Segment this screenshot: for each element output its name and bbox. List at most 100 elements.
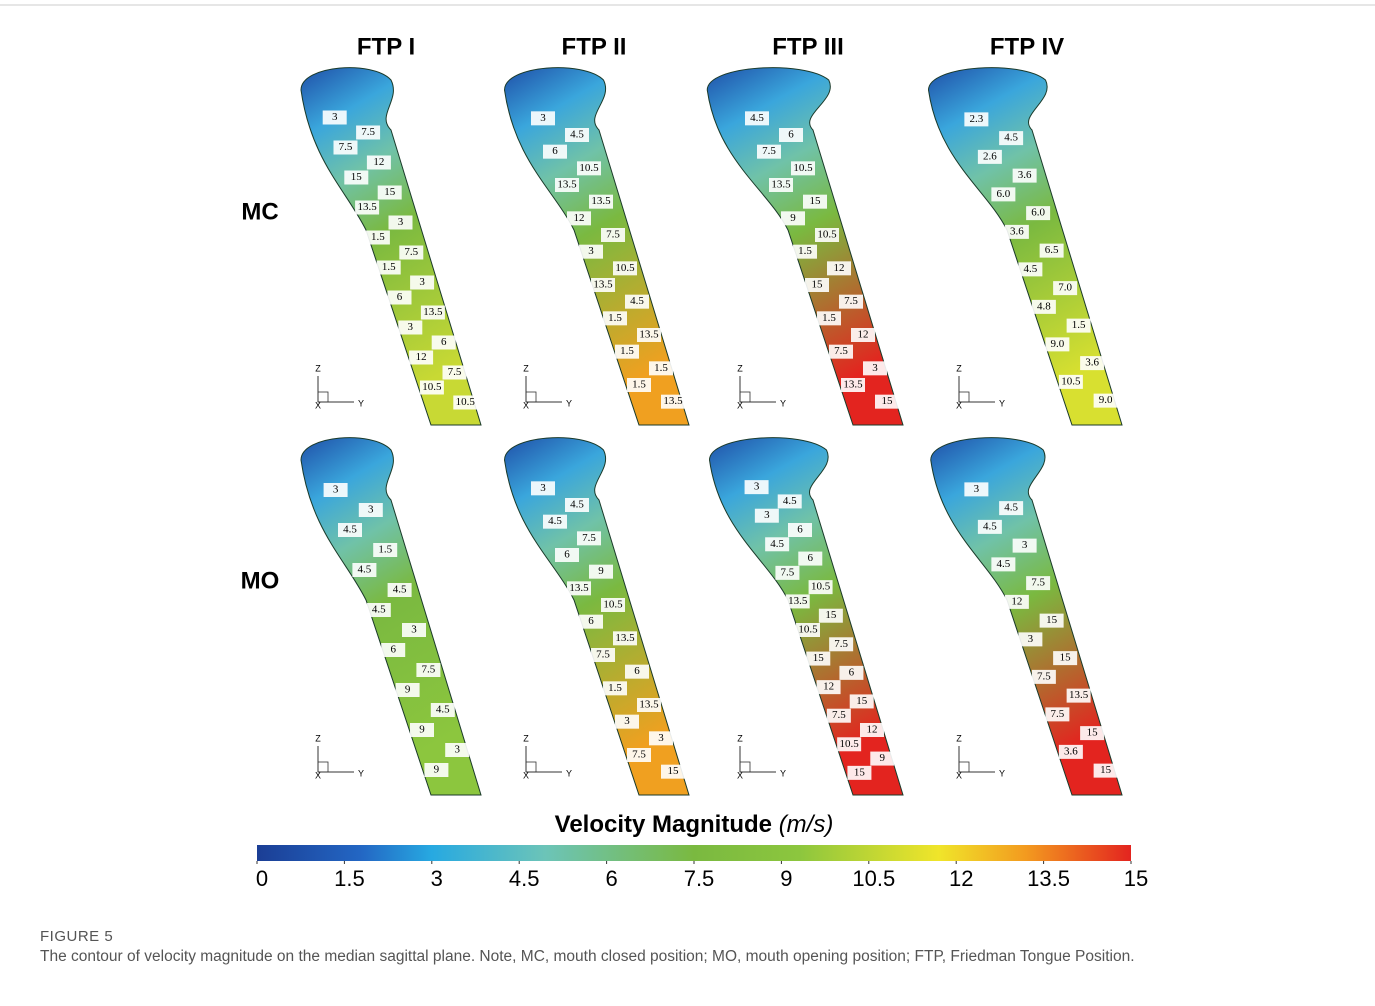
- label-box: [1053, 651, 1078, 666]
- label-box: [637, 328, 661, 342]
- label-box: [1066, 688, 1091, 703]
- label-box: [796, 623, 820, 637]
- axis-x-label: X: [737, 770, 743, 780]
- contour-label: 13.5: [771, 179, 791, 191]
- label-box: [591, 278, 615, 292]
- contour-label: 4.5: [358, 564, 372, 576]
- contour-label: 13.5: [639, 329, 659, 341]
- contour-label: 1.5: [654, 362, 668, 374]
- label-box: [333, 140, 358, 155]
- contour-label: 9: [405, 684, 411, 696]
- label-box: [977, 519, 1002, 534]
- label-box: [757, 144, 781, 159]
- contour-label: 9.0: [1051, 338, 1065, 350]
- contour-label: 13.5: [357, 201, 377, 213]
- label-box: [805, 278, 829, 292]
- label-box: [1093, 763, 1118, 778]
- label-box: [847, 765, 872, 780]
- contour-label: 9: [880, 752, 886, 764]
- contour-label: 15: [351, 171, 363, 183]
- label-box: [1018, 262, 1043, 277]
- contour-label: 6.0: [997, 188, 1011, 200]
- label-box: [381, 643, 406, 657]
- label-box: [826, 708, 851, 723]
- contour-label: 3: [872, 362, 878, 374]
- contour-label: 1.5: [382, 261, 396, 273]
- label-box: [453, 395, 478, 410]
- contour-label: 15: [1100, 764, 1112, 776]
- contour-label: 1.5: [620, 345, 634, 357]
- label-box: [627, 748, 651, 762]
- contour-label: 10.5: [798, 624, 818, 636]
- contour-label: 9: [790, 212, 796, 224]
- colorbar-tick-label: 0: [256, 866, 268, 891]
- label-box: [999, 501, 1024, 516]
- contour-label: 6: [788, 129, 794, 141]
- contour-label: 10.5: [603, 599, 623, 611]
- contour-label: 7.5: [832, 709, 846, 721]
- label-box: [849, 694, 874, 709]
- label-box: [445, 743, 470, 757]
- label-box: [625, 294, 649, 309]
- axis-x-label: X: [956, 400, 962, 410]
- label-box: [531, 481, 555, 496]
- contour-label: 10.5: [1061, 375, 1081, 387]
- label-box: [387, 290, 412, 305]
- contour-label: 13.5: [663, 395, 683, 407]
- contour-label: 15: [854, 766, 866, 778]
- contour-label: 4.5: [372, 604, 386, 616]
- colorbar-tick-label: 3: [431, 866, 443, 891]
- contour-label: 12: [416, 351, 427, 363]
- contour-label: 1.5: [608, 312, 622, 324]
- label-box: [863, 361, 887, 376]
- contour-label: 2.6: [983, 150, 997, 162]
- contour-label: 4.5: [997, 558, 1011, 570]
- label-box: [818, 608, 843, 623]
- label-box: [1066, 318, 1091, 333]
- label-box: [815, 228, 839, 242]
- label-box: [410, 275, 435, 290]
- contour-label: 3: [624, 715, 630, 727]
- axis-x-label: X: [956, 770, 962, 780]
- column-header: FTP I: [357, 33, 415, 60]
- label-box: [788, 523, 812, 537]
- contour-label: 12: [867, 724, 878, 736]
- contour-label: 3.6: [1010, 225, 1024, 237]
- axis-y-label: Y: [780, 768, 786, 778]
- colorbar-tick-label: 7.5: [684, 866, 715, 891]
- row-label: MC: [241, 198, 278, 225]
- label-box: [841, 378, 865, 392]
- axis-z-label: Z: [523, 363, 529, 373]
- contour-label: 4.5: [393, 584, 407, 596]
- contour-label: 6: [552, 145, 558, 157]
- axis-z-label: Z: [315, 363, 321, 373]
- contour-label: 13.5: [1069, 689, 1089, 701]
- contour-label: 13.5: [615, 632, 635, 644]
- contour-label: 4.5: [548, 515, 562, 527]
- label-box: [1045, 337, 1070, 352]
- axis-x-label: X: [523, 770, 529, 780]
- label-box: [366, 155, 391, 170]
- label-box: [785, 594, 810, 609]
- contour-label: 3: [1028, 633, 1034, 645]
- axis-box: [739, 391, 751, 403]
- contour-label: 7.5: [422, 664, 436, 676]
- label-box: [637, 698, 661, 712]
- contour-label: 15: [668, 765, 680, 777]
- contour-label: 15: [882, 395, 894, 407]
- colorbar-tick-label: 10.5: [852, 866, 895, 891]
- row-label: MO: [241, 567, 280, 594]
- colorbar: [257, 845, 1131, 861]
- label-box: [555, 178, 579, 192]
- axis-z-label: Z: [523, 733, 529, 743]
- contour-label: 1.5: [608, 682, 622, 694]
- contour-label: 4.5: [1004, 132, 1018, 144]
- contour-label: 6: [634, 665, 640, 677]
- figure: Velocity Magnitude (m/s) FTP I FTP II FTP …: [0, 4, 1375, 891]
- contour-label: 3: [1022, 539, 1028, 551]
- label-box: [344, 170, 369, 185]
- label-box: [781, 211, 805, 226]
- contour-label: 7.5: [606, 229, 620, 241]
- contour-label: 4.5: [1024, 263, 1038, 275]
